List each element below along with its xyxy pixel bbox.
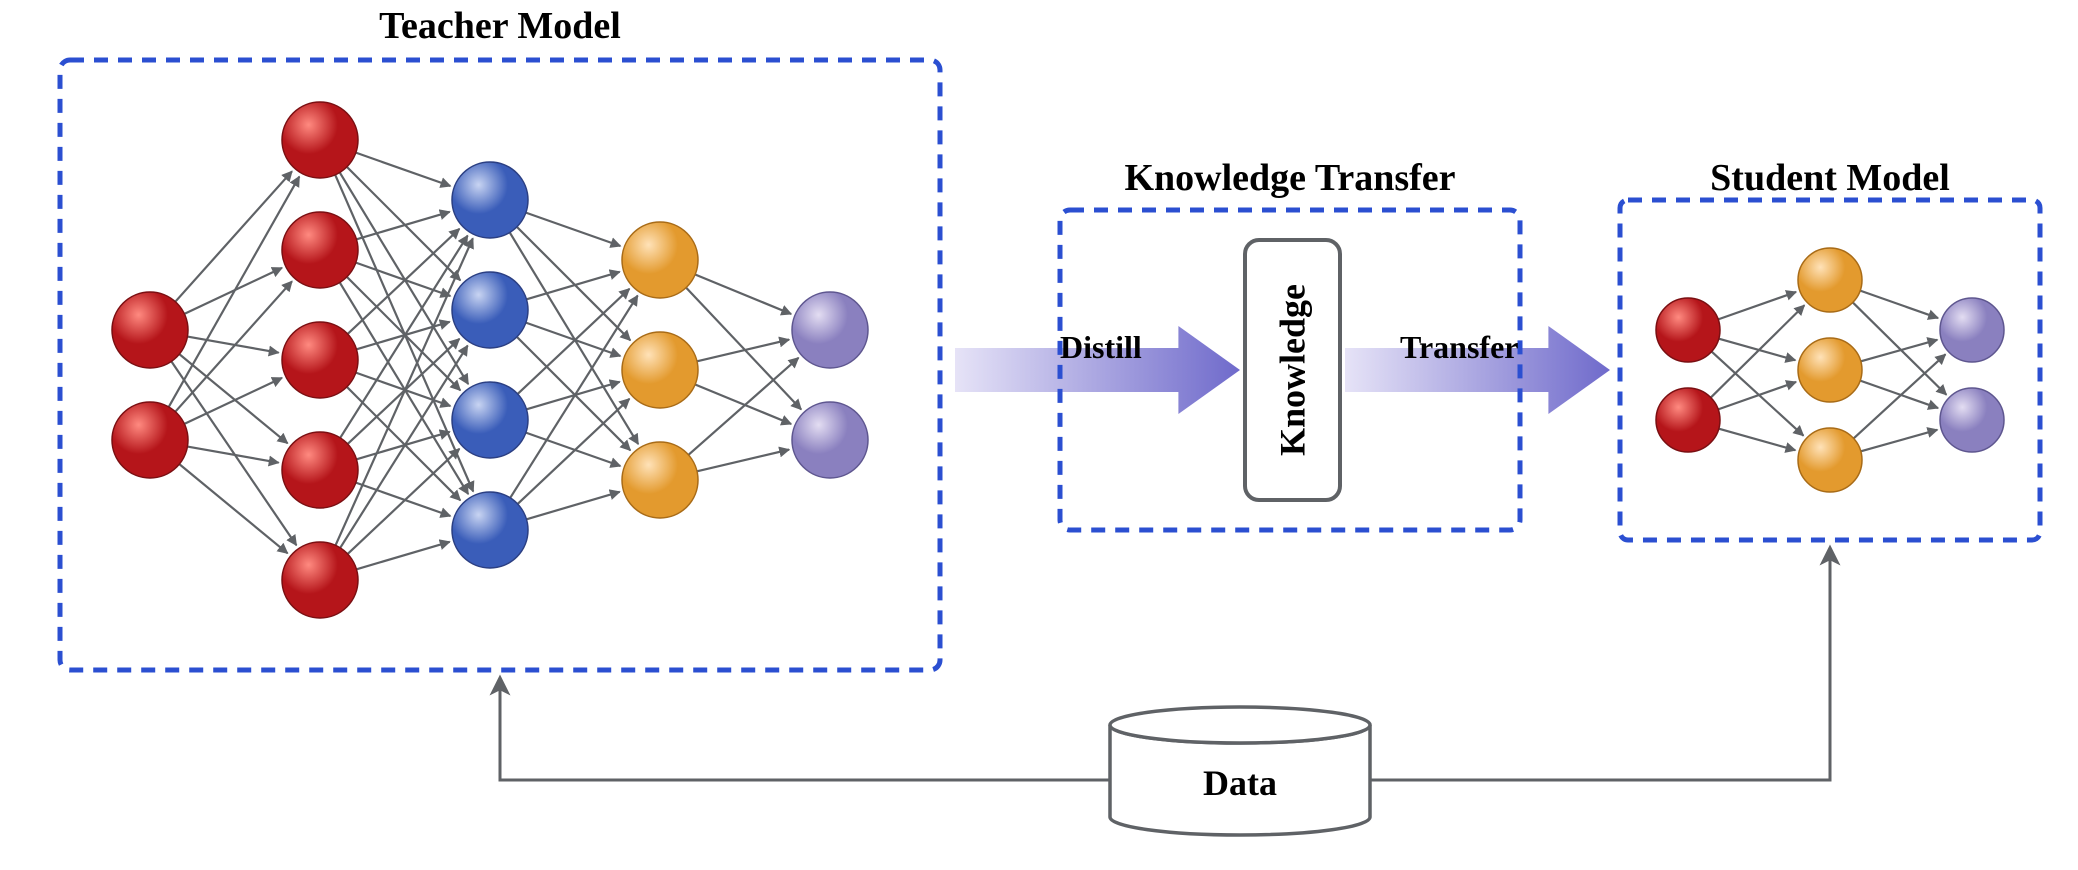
nn-edge — [695, 274, 791, 314]
nn-edge — [1861, 340, 1938, 362]
teacher-node-l4-n1 — [792, 402, 868, 478]
nn-edge — [510, 296, 637, 498]
nn-edge — [1718, 292, 1796, 319]
teacher-node-l3-n0 — [622, 222, 698, 298]
nn-edge — [340, 282, 468, 494]
nn-edge — [356, 212, 449, 239]
nn-edge — [1854, 354, 1946, 438]
teacher-node-l0-n1 — [112, 402, 188, 478]
knowledge-label: Knowledge — [1273, 284, 1313, 456]
teacher-node-l3-n2 — [622, 442, 698, 518]
nn-edge — [356, 542, 449, 569]
student-node-l1-n1 — [1798, 338, 1862, 402]
nn-edge — [340, 346, 467, 548]
data-label: Data — [1203, 763, 1277, 803]
transfer-label: Transfer — [1400, 329, 1518, 365]
teacher-node-l2-n0 — [452, 162, 528, 238]
nn-edge — [526, 272, 619, 299]
nn-edge — [1719, 429, 1796, 451]
student-node-l1-n0 — [1798, 248, 1862, 312]
nn-edge — [526, 492, 619, 519]
teacher-node-l1-n0 — [282, 102, 358, 178]
nn-edge — [526, 213, 621, 246]
nn-edge — [1712, 352, 1804, 436]
nn-edge — [1861, 430, 1938, 452]
student-node-l2-n1 — [1940, 388, 2004, 452]
student-title: Student Model — [1710, 157, 1950, 199]
nn-edge — [175, 281, 292, 411]
teacher-node-l2-n3 — [452, 492, 528, 568]
nn-edge — [1718, 382, 1796, 409]
student-node-l0-n1 — [1656, 388, 1720, 452]
nn-edge — [1719, 339, 1796, 361]
nn-edge — [518, 289, 630, 394]
nn-edge — [686, 288, 801, 410]
teacher-node-l1-n2 — [282, 322, 358, 398]
teacher-node-l0-n0 — [112, 292, 188, 368]
teacher-node-l1-n4 — [282, 542, 358, 618]
nn-edge — [697, 340, 789, 362]
teacher-node-l2-n2 — [452, 382, 528, 458]
nn-edge — [348, 449, 460, 554]
nn-edge — [356, 432, 449, 459]
nn-edge — [688, 358, 798, 455]
teacher-node-l1-n1 — [282, 212, 358, 288]
nn-edge — [518, 399, 630, 504]
nn-edge — [526, 323, 621, 356]
distill-label: Distill — [1060, 329, 1142, 365]
teacher-node-l2-n1 — [452, 272, 528, 348]
student-node-l1-n2 — [1798, 428, 1862, 492]
nn-edge — [526, 382, 619, 409]
nn-edge — [1860, 381, 1938, 408]
nn-edge — [175, 171, 292, 301]
nn-edge — [697, 450, 789, 472]
nn-edge — [510, 232, 638, 444]
nn-edge — [1860, 291, 1938, 318]
nn-edge — [187, 447, 278, 463]
nn-edge — [695, 384, 791, 424]
data-cylinder-top — [1110, 707, 1370, 743]
teacher-node-l1-n3 — [282, 432, 358, 508]
nn-edge — [340, 236, 467, 438]
student-node-l2-n0 — [1940, 298, 2004, 362]
nn-edge — [356, 153, 451, 186]
nn-edge — [171, 361, 296, 545]
data-to-teacher-arrow — [500, 678, 1110, 780]
data-to-student-arrow — [1370, 548, 1830, 780]
nn-edge — [356, 322, 449, 349]
nn-edge — [169, 177, 300, 407]
teacher-node-l3-n1 — [622, 332, 698, 408]
nn-edge — [340, 172, 468, 384]
knowledge-transfer-title: Knowledge Transfer — [1124, 157, 1455, 199]
nn-edge — [356, 263, 451, 296]
student-node-l0-n0 — [1656, 298, 1720, 362]
teacher-node-l4-n0 — [792, 292, 868, 368]
teacher-title: Teacher Model — [379, 5, 621, 47]
